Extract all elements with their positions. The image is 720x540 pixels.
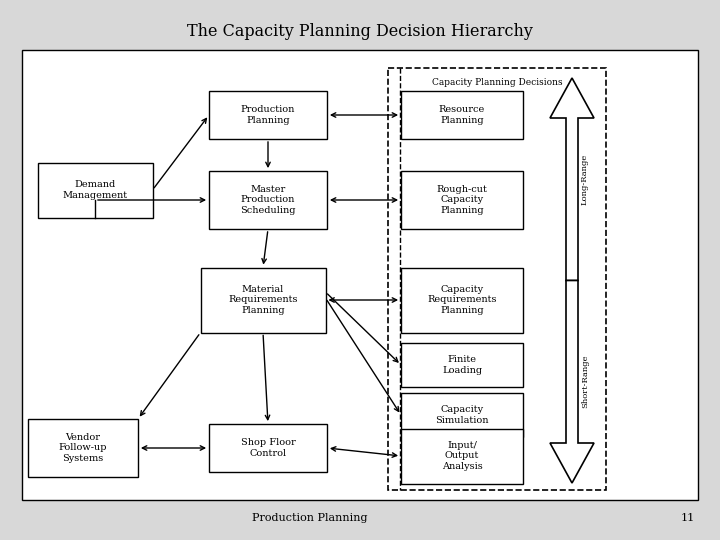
Bar xyxy=(28,419,138,477)
Text: Demand
Management: Demand Management xyxy=(63,180,127,200)
Text: Production
Planning: Production Planning xyxy=(240,105,295,125)
Bar xyxy=(401,91,523,139)
Bar xyxy=(209,424,327,472)
Bar xyxy=(401,267,523,333)
Text: Resource
Planning: Resource Planning xyxy=(439,105,485,125)
Text: The Capacity Planning Decision Hierarchy: The Capacity Planning Decision Hierarchy xyxy=(187,24,533,40)
Text: Shop Floor
Control: Shop Floor Control xyxy=(240,438,295,458)
Bar xyxy=(401,171,523,229)
Polygon shape xyxy=(550,280,594,483)
Text: Finite
Loading: Finite Loading xyxy=(442,355,482,375)
Bar xyxy=(200,267,325,333)
Bar xyxy=(401,343,523,387)
Text: Vendor
Follow-up
Systems: Vendor Follow-up Systems xyxy=(59,433,107,463)
Bar xyxy=(209,171,327,229)
Bar xyxy=(401,393,523,437)
Text: Capacity
Simulation: Capacity Simulation xyxy=(436,405,489,425)
Text: Long-Range: Long-Range xyxy=(581,153,589,205)
Text: Capacity Planning Decisions: Capacity Planning Decisions xyxy=(432,78,562,87)
Text: Short-Range: Short-Range xyxy=(581,355,589,408)
Bar xyxy=(37,163,153,218)
Text: Capacity
Requirements
Planning: Capacity Requirements Planning xyxy=(427,285,497,315)
Bar xyxy=(401,429,523,483)
Text: 11: 11 xyxy=(680,513,695,523)
Bar xyxy=(209,91,327,139)
Polygon shape xyxy=(550,78,594,280)
Text: Rough-cut
Capacity
Planning: Rough-cut Capacity Planning xyxy=(436,185,487,215)
Text: Production Planning: Production Planning xyxy=(252,513,368,523)
Bar xyxy=(22,50,698,500)
Text: Master
Production
Scheduling: Master Production Scheduling xyxy=(240,185,296,215)
Bar xyxy=(388,68,606,490)
Text: Material
Requirements
Planning: Material Requirements Planning xyxy=(228,285,298,315)
Text: Input/
Output
Analysis: Input/ Output Analysis xyxy=(441,441,482,471)
